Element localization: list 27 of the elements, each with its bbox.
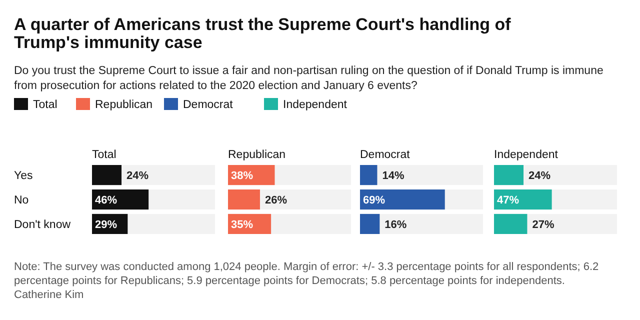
data-label: 26% — [264, 194, 288, 206]
chart-title: Republican — [228, 149, 286, 161]
legend-label: Independent — [283, 99, 348, 111]
y-tick-label: Don't know — [14, 218, 72, 231]
chart-title: Total — [92, 149, 116, 161]
chart-title: Independent — [494, 149, 559, 161]
legend-label: Total — [33, 99, 58, 111]
text: Catherine Kim — [14, 289, 84, 301]
data-label: 24% — [528, 170, 551, 182]
text: Note: The survey was conducted among 1,024 people. Margin of error: +/- 3.3 percentage points for all respondents; 6.2 percentage points for Republicans; 5.9 percentage points for Democrats; 5.8 percentage points for independents. — [14, 261, 599, 287]
data-label: 29% — [95, 218, 118, 231]
data-label: 14% — [382, 170, 404, 182]
data-label: 35% — [231, 218, 254, 231]
data-label: 69% — [363, 194, 386, 206]
legend-label: Republican — [95, 99, 153, 111]
legend-label: Democrat — [183, 99, 234, 111]
text: Do you trust the Supreme Court to issue a fair and non-partisan ruling on the question of if Donald Trump is immune from prosecution for actions related to the 2020 election and January 6 events? — [14, 65, 604, 92]
data-label: 38% — [231, 170, 254, 182]
y-tick-label: No — [14, 194, 29, 206]
data-label: 16% — [384, 218, 407, 231]
text: A quarter of Americans trust the Supreme Court's handling of Trump's immunity case — [14, 15, 512, 52]
data-label: 24% — [126, 170, 149, 182]
y-tick-label: Yes — [14, 170, 34, 182]
data-label: 46% — [95, 194, 118, 206]
data-label: 27% — [532, 218, 554, 231]
data-label: 47% — [497, 194, 520, 206]
chart-title: Democrat — [360, 149, 411, 161]
